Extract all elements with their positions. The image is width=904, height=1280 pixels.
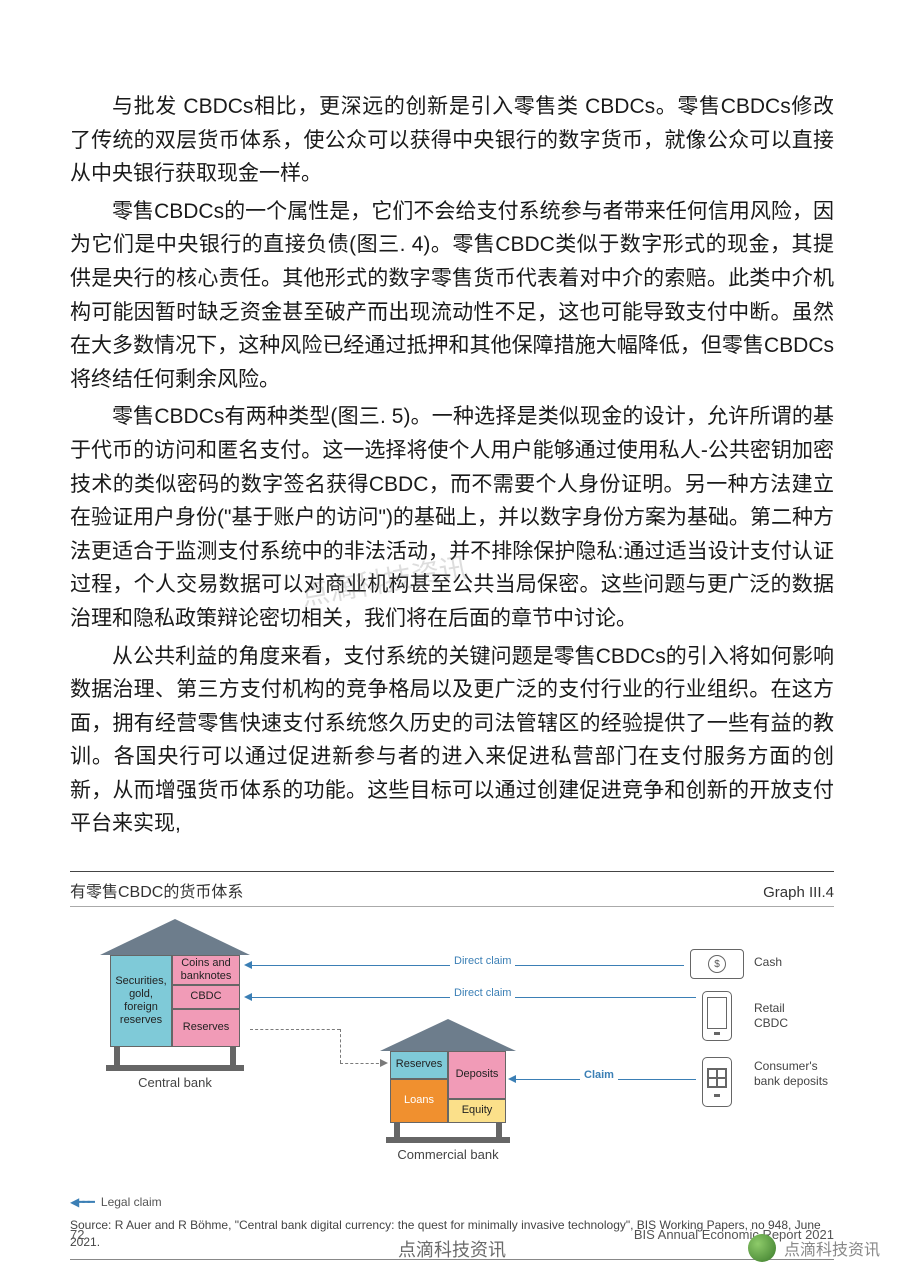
arrow-claim-head	[508, 1075, 516, 1083]
comm-pillar-r	[496, 1123, 502, 1137]
arrow-direct-2-head	[244, 993, 252, 1001]
cash-icon: $	[690, 949, 744, 979]
graph-number: Graph III.4	[763, 884, 834, 901]
brand-badge: 点滴科技资讯	[748, 1234, 880, 1262]
graph-title: 有零售CBDC的货币体系	[70, 878, 243, 902]
commercial-bank-label: Commercial bank	[386, 1147, 510, 1162]
cash-label: Cash	[754, 955, 782, 970]
deposits-label: Consumer's bank deposits	[754, 1059, 834, 1089]
cb-pillar-l	[114, 1047, 120, 1065]
brand-text: 点滴科技资讯	[784, 1236, 880, 1260]
arrow-direct-2-label: Direct claim	[450, 987, 515, 999]
arrow-direct-1-label: Direct claim	[450, 955, 515, 967]
commercial-loans: Loans	[390, 1079, 448, 1123]
central-bank-coins: Coins and banknotes	[172, 955, 240, 985]
dashed-v	[340, 1029, 341, 1063]
arrow-direct-1-head	[244, 961, 252, 969]
paragraph-1: 与批发 CBDCs相比，更深远的创新是引入零售类 CBDCs。零售CBDCs修改…	[70, 90, 834, 191]
central-bank-assets: Securities, gold, foreign reserves	[110, 955, 172, 1047]
graph-container: 有零售CBDC的货币体系 Graph III.4 Securities, gol…	[70, 871, 834, 1260]
arrow-claim-label: Claim	[580, 1069, 618, 1081]
legend-text: Legal claim	[101, 1195, 162, 1209]
graph-header: 有零售CBDC的货币体系 Graph III.4	[70, 878, 834, 907]
deposits-icon	[702, 1057, 732, 1107]
commercial-reserves: Reserves	[390, 1051, 448, 1079]
cb-base	[106, 1065, 244, 1071]
document-page: 与批发 CBDCs相比，更深远的创新是引入零售类 CBDCs。零售CBDCs修改…	[0, 0, 904, 1280]
paragraph-4: 从公共利益的角度来看，支付系统的关键问题是零售CBDCs的引入将如何影响数据治理…	[70, 640, 834, 842]
dashed-h2	[340, 1063, 384, 1064]
comm-pillar-l	[394, 1123, 400, 1137]
legend-arrow-icon: ◀━━━	[70, 1195, 93, 1209]
graph-diagram: Securities, gold, foreign reserves Coins…	[70, 919, 834, 1189]
central-bank-cbdc: CBDC	[172, 985, 240, 1009]
brand-icon	[748, 1234, 776, 1262]
dashed-head	[380, 1059, 388, 1067]
retail-cbdc-icon	[702, 991, 732, 1041]
paragraph-3: 零售CBDCs有两种类型(图三. 5)。一种选择是类似现金的设计，允许所谓的基于…	[70, 400, 834, 635]
commercial-equity: Equity	[448, 1099, 506, 1123]
cb-pillar-r	[230, 1047, 236, 1065]
dashed-h1	[250, 1029, 340, 1030]
central-bank-label: Central bank	[106, 1075, 244, 1090]
comm-base	[386, 1137, 510, 1143]
commercial-bank-roof	[380, 1019, 516, 1051]
retail-cbdc-label: Retail CBDC	[754, 1001, 814, 1031]
central-bank-reserves: Reserves	[172, 1009, 240, 1047]
paragraph-2: 零售CBDCs的一个属性是，它们不会给支付系统参与者带来任何信用风险，因为它们是…	[70, 195, 834, 397]
commercial-deposits: Deposits	[448, 1051, 506, 1099]
central-bank-roof	[100, 919, 250, 955]
graph-legend: ◀━━━ Legal claim	[70, 1195, 834, 1209]
